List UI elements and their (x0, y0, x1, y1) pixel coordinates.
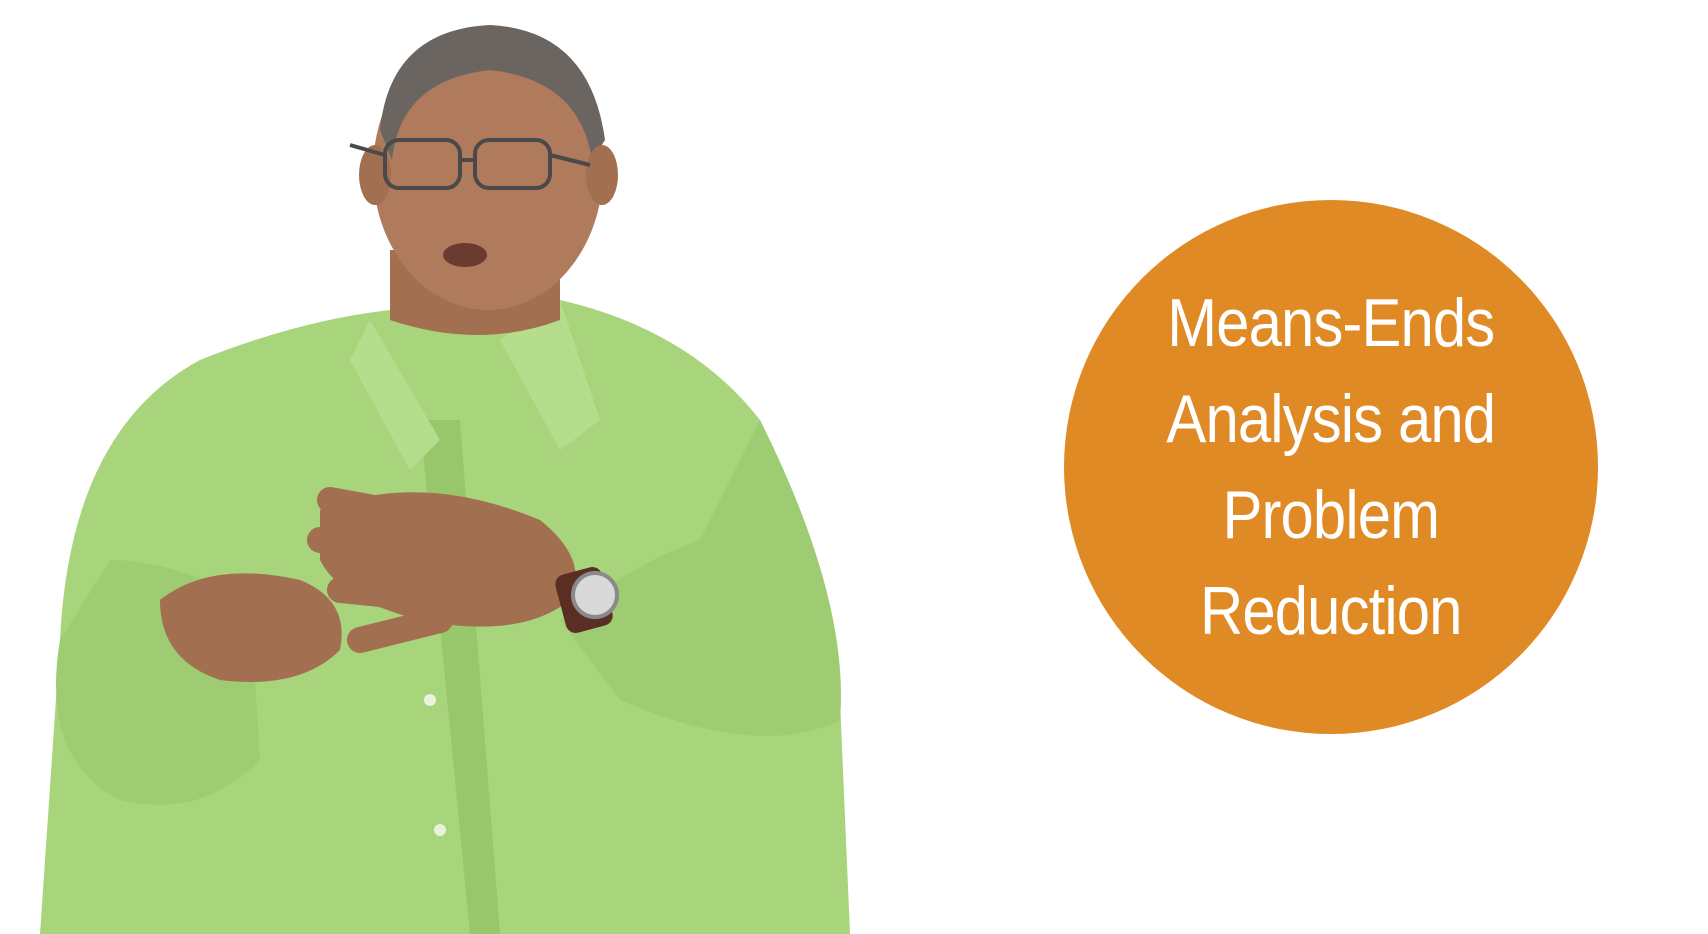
presenter-illustration (40, 25, 850, 934)
mouth (443, 243, 487, 267)
topic-line-2: Analysis and (1166, 381, 1497, 457)
wristwatch (555, 567, 619, 633)
presenter-figure (40, 25, 850, 934)
topic-title: Means-Ends Analysis and Problem Reductio… (1166, 275, 1497, 659)
shirt-buttons (424, 694, 446, 836)
topic-line-4: Reduction (1200, 573, 1462, 649)
fingers (307, 487, 453, 653)
topic-badge: Means-Ends Analysis and Problem Reductio… (1064, 200, 1598, 734)
topic-line-3: Problem (1222, 477, 1441, 553)
collar-left (350, 320, 440, 470)
topic-line-1: Means-Ends (1167, 285, 1495, 361)
glasses (349, 138, 591, 190)
collar-right (500, 300, 600, 450)
ear-right (586, 145, 618, 205)
head (373, 30, 603, 310)
hair (380, 25, 605, 160)
right-arm (560, 420, 841, 736)
hand-left (160, 573, 342, 682)
